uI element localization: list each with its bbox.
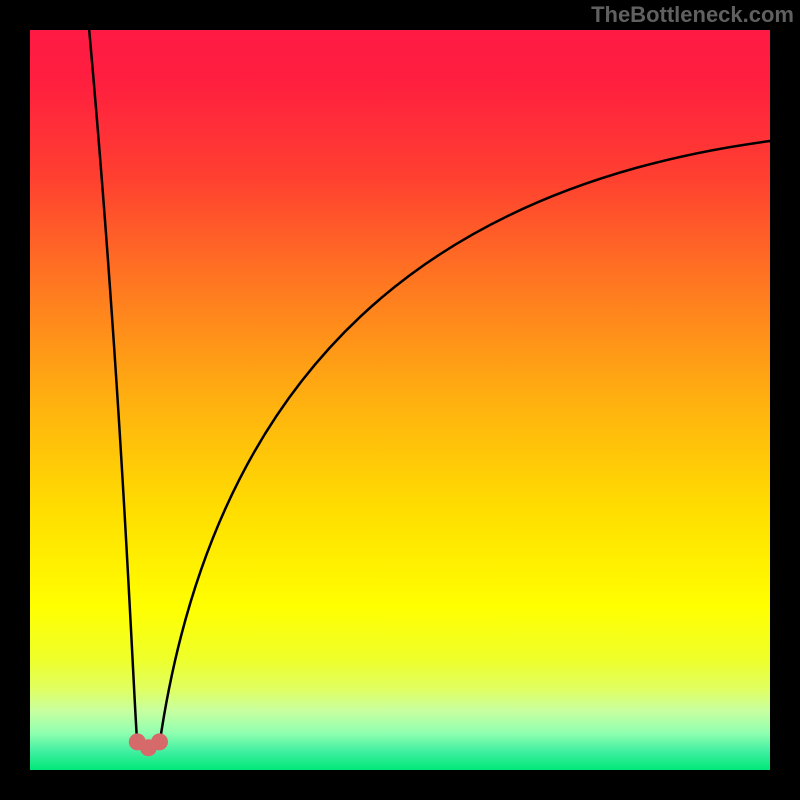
marker-mid bbox=[140, 739, 157, 756]
watermark-text: TheBottleneck.com bbox=[591, 2, 794, 28]
chart-background bbox=[30, 30, 770, 770]
bottleneck-chart bbox=[0, 0, 800, 800]
chart-container: TheBottleneck.com bbox=[0, 0, 800, 800]
